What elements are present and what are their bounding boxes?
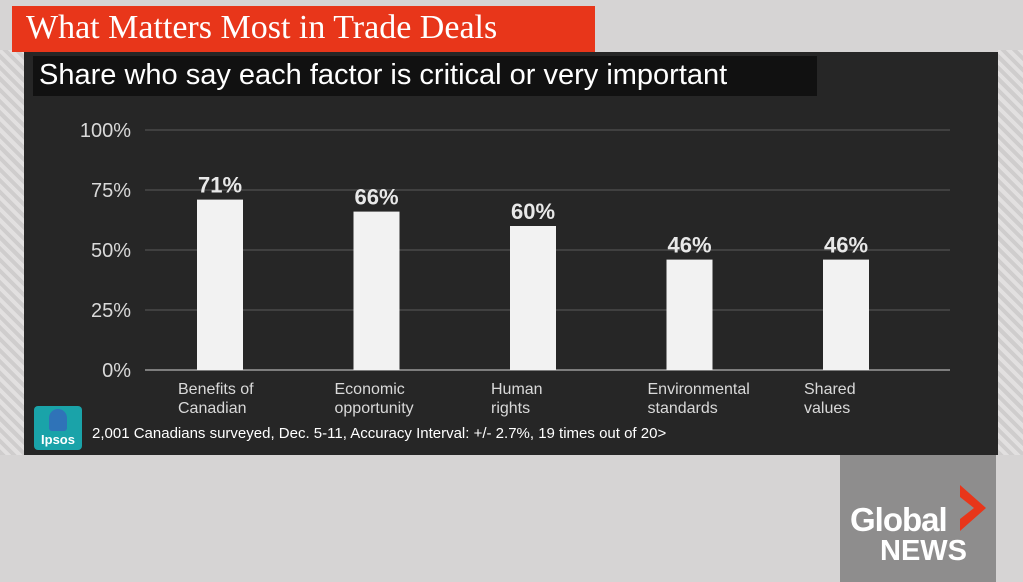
x-tick-label: standards [648,400,718,417]
x-tick-label: Environmental [648,381,750,398]
survey-footnote: 2,001 Canadians surveyed, Dec. 5-11, Acc… [92,425,667,442]
x-tick-label: opportunity [335,400,414,417]
y-tick-label: 75% [91,180,131,202]
ipsos-logo-text: Ipsos [41,432,75,447]
bar-value-label: 46% [824,233,868,258]
y-tick-label: 0% [102,360,131,382]
x-tick-label: Human [491,381,543,398]
global-news-logo: Global NEWS [840,455,996,582]
bar [666,259,713,370]
left-stripe-decoration [0,50,24,455]
bar [510,226,556,370]
global-news-wordmark-global: Global [850,501,948,538]
bar-value-label: 60% [511,199,555,224]
x-tick-label: values [804,400,850,417]
x-tick-label: Benefits of [178,381,254,398]
chart-title-banner: What Matters Most in Trade Deals [12,6,595,52]
x-tick-label: Shared [804,381,856,398]
chevron-right-icon [960,485,986,531]
bar-value-label: 71% [198,173,242,198]
bar [197,199,243,370]
x-tick-label: rights [491,400,530,417]
global-news-wordmark-news: NEWS [880,535,967,567]
chart-subtitle: Share who say each factor is critical or… [33,56,817,96]
ipsos-mark-icon [49,409,67,431]
y-tick-label: 50% [91,240,131,262]
x-tick-label: Canadian [178,400,247,417]
y-tick-label: 100% [80,120,131,142]
bar [353,211,400,370]
bar-value-label: 66% [354,185,398,210]
bar [823,259,869,370]
y-tick-label: 25% [91,300,131,322]
x-tick-label: Economic [335,381,405,398]
bar-value-label: 46% [667,233,711,258]
ipsos-logo: Ipsos [34,406,82,450]
right-stripe-decoration [998,50,1023,455]
